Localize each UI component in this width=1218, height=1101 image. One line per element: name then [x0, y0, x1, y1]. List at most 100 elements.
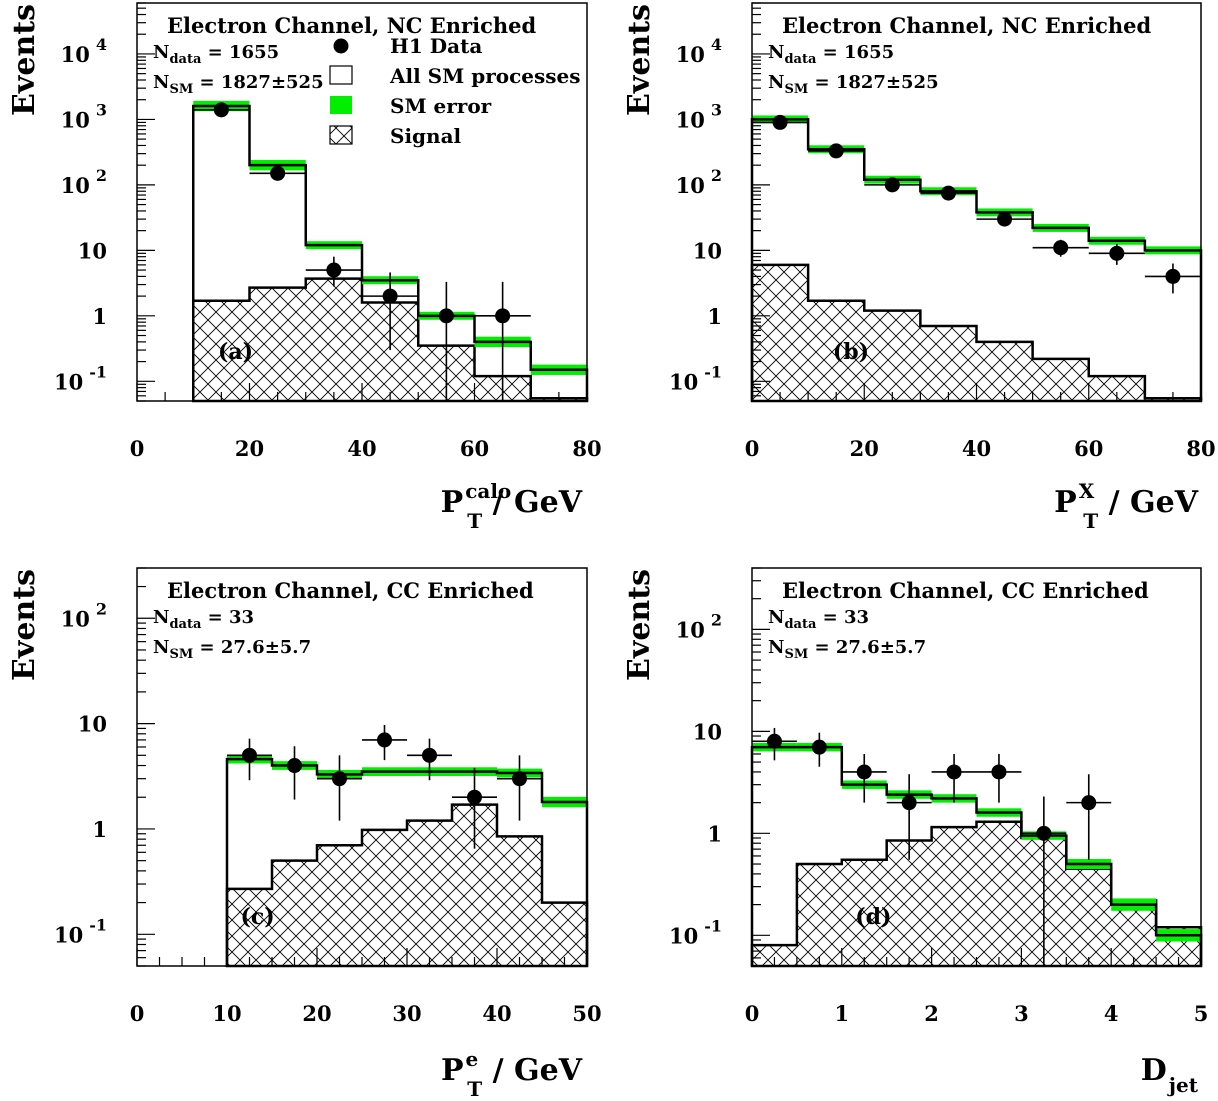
signal-histogram: [750, 263, 1203, 403]
y-tick-label: 10 3: [676, 100, 722, 132]
x-tick-label: 60: [1074, 436, 1103, 461]
y-tick-label: 10 3: [61, 100, 107, 132]
legend-label: SM error: [390, 94, 492, 118]
data-point: [1165, 268, 1181, 284]
x-tick-label: 40: [482, 1001, 511, 1026]
sm-histogram: [750, 118, 1203, 401]
x-tick-label: 5: [1194, 1001, 1209, 1026]
data-point: [1036, 825, 1052, 841]
panel-c: 0 10 20 30 40 50 10 -1 1 10 10 2 Events P e T / GeV Elec…: [7, 567, 602, 1101]
x-tick-label: 2: [924, 1001, 939, 1026]
legend: H1 Data All SM processes SM error Signal: [329, 34, 581, 148]
data-point: [1081, 795, 1097, 811]
data-point: [772, 114, 788, 130]
legend-label: All SM processes: [389, 64, 581, 88]
panel-tag: (b): [833, 339, 869, 365]
legend-error-swatch: [330, 96, 352, 114]
y-axis-label: Events: [622, 4, 657, 116]
y-tick-label: 1: [707, 304, 722, 329]
sm-histogram: [750, 745, 1203, 966]
panel-title: Electron Channel, CC Enriched: [782, 578, 1149, 603]
data-point: [991, 764, 1007, 780]
y-tick-label: 10 4: [61, 35, 107, 67]
n-data-label: Ndata = 33: [153, 607, 254, 632]
data-point: [1109, 245, 1125, 261]
y-tick-label: 1: [92, 304, 107, 329]
data-point: [270, 165, 286, 181]
n-sm-label: NSM = 27.6±5.7: [153, 637, 311, 662]
n-sm-label: NSM = 1827±525: [768, 72, 939, 97]
panel-tag: (d): [855, 904, 891, 930]
x-tick-label: 0: [745, 436, 760, 461]
panel-title: Electron Channel, NC Enriched: [782, 13, 1152, 38]
x-tick-label: 1: [834, 1001, 849, 1026]
legend-sm-swatch: [329, 65, 353, 85]
data-point: [811, 739, 827, 755]
x-tick-label: 80: [572, 436, 601, 461]
data-point: [382, 288, 398, 304]
y-tick-label: 10 -1: [669, 916, 722, 948]
x-tick-label: 30: [392, 1001, 421, 1026]
data-point: [467, 789, 482, 805]
x-tick-label: 80: [1186, 436, 1215, 461]
panel-title: Electron Channel, NC Enriched: [167, 13, 537, 38]
data-point: [856, 764, 872, 780]
data-point: [997, 211, 1013, 227]
panel-tag: (c): [241, 904, 275, 930]
data-point: [940, 185, 956, 201]
x-tick-label: 50: [572, 1001, 601, 1026]
y-tick-label: 10: [78, 238, 107, 263]
y-tick-label: 10: [693, 238, 722, 263]
data-point: [242, 747, 257, 763]
y-tick-label: 10 2: [61, 599, 107, 631]
y-tick-label: 10 4: [676, 35, 722, 67]
x-tick-label: 0: [130, 1001, 145, 1026]
data-point: [512, 771, 527, 787]
signal-histogram: [225, 803, 589, 968]
data-point: [495, 308, 511, 324]
data-point: [946, 764, 962, 780]
data-point: [422, 747, 437, 763]
y-tick-label: 10 2: [61, 166, 107, 198]
data-point: [332, 771, 347, 787]
data-point: [377, 732, 392, 748]
legend-label: H1 Data: [390, 34, 482, 58]
n-data-label: Ndata = 1655: [768, 42, 894, 67]
y-tick-label: 10 -1: [54, 362, 107, 394]
data-point: [901, 795, 917, 811]
n-sm-label: NSM = 1827±525: [153, 72, 324, 97]
y-axis-label: Events: [622, 569, 657, 681]
x-tick-label: 20: [302, 1001, 331, 1026]
x-tick-label: 10: [212, 1001, 241, 1026]
x-tick-label: 20: [235, 436, 264, 461]
x-tick-label: 0: [745, 1001, 760, 1026]
legend-label: Signal: [390, 124, 462, 148]
y-tick-label: 10: [78, 712, 107, 737]
panel-title: Electron Channel, CC Enriched: [167, 578, 534, 603]
panel-d: 0 1 2 3 4 5 10 -1 1 10 10 2 Events D jet Electron Chann…: [622, 567, 1209, 1097]
n-data-label: Ndata = 1655: [153, 42, 279, 67]
data-point: [326, 262, 342, 278]
data-point: [1053, 240, 1069, 256]
x-tick-label: 4: [1104, 1001, 1119, 1026]
n-sm-label: NSM = 27.6±5.7: [768, 637, 926, 662]
y-tick-label: 10 2: [676, 610, 722, 642]
data-point: [884, 177, 900, 193]
legend-data-marker: [333, 38, 349, 54]
legend-signal-swatch: [329, 125, 353, 145]
data-point: [213, 102, 229, 118]
y-tick-label: 1: [707, 821, 722, 846]
n-data-label: Ndata = 33: [768, 607, 869, 632]
x-tick-label: 20: [850, 436, 879, 461]
data-point: [438, 308, 454, 324]
x-tick-label: 40: [962, 436, 991, 461]
y-axis-label: Events: [7, 569, 42, 681]
y-tick-label: 10: [693, 719, 722, 744]
